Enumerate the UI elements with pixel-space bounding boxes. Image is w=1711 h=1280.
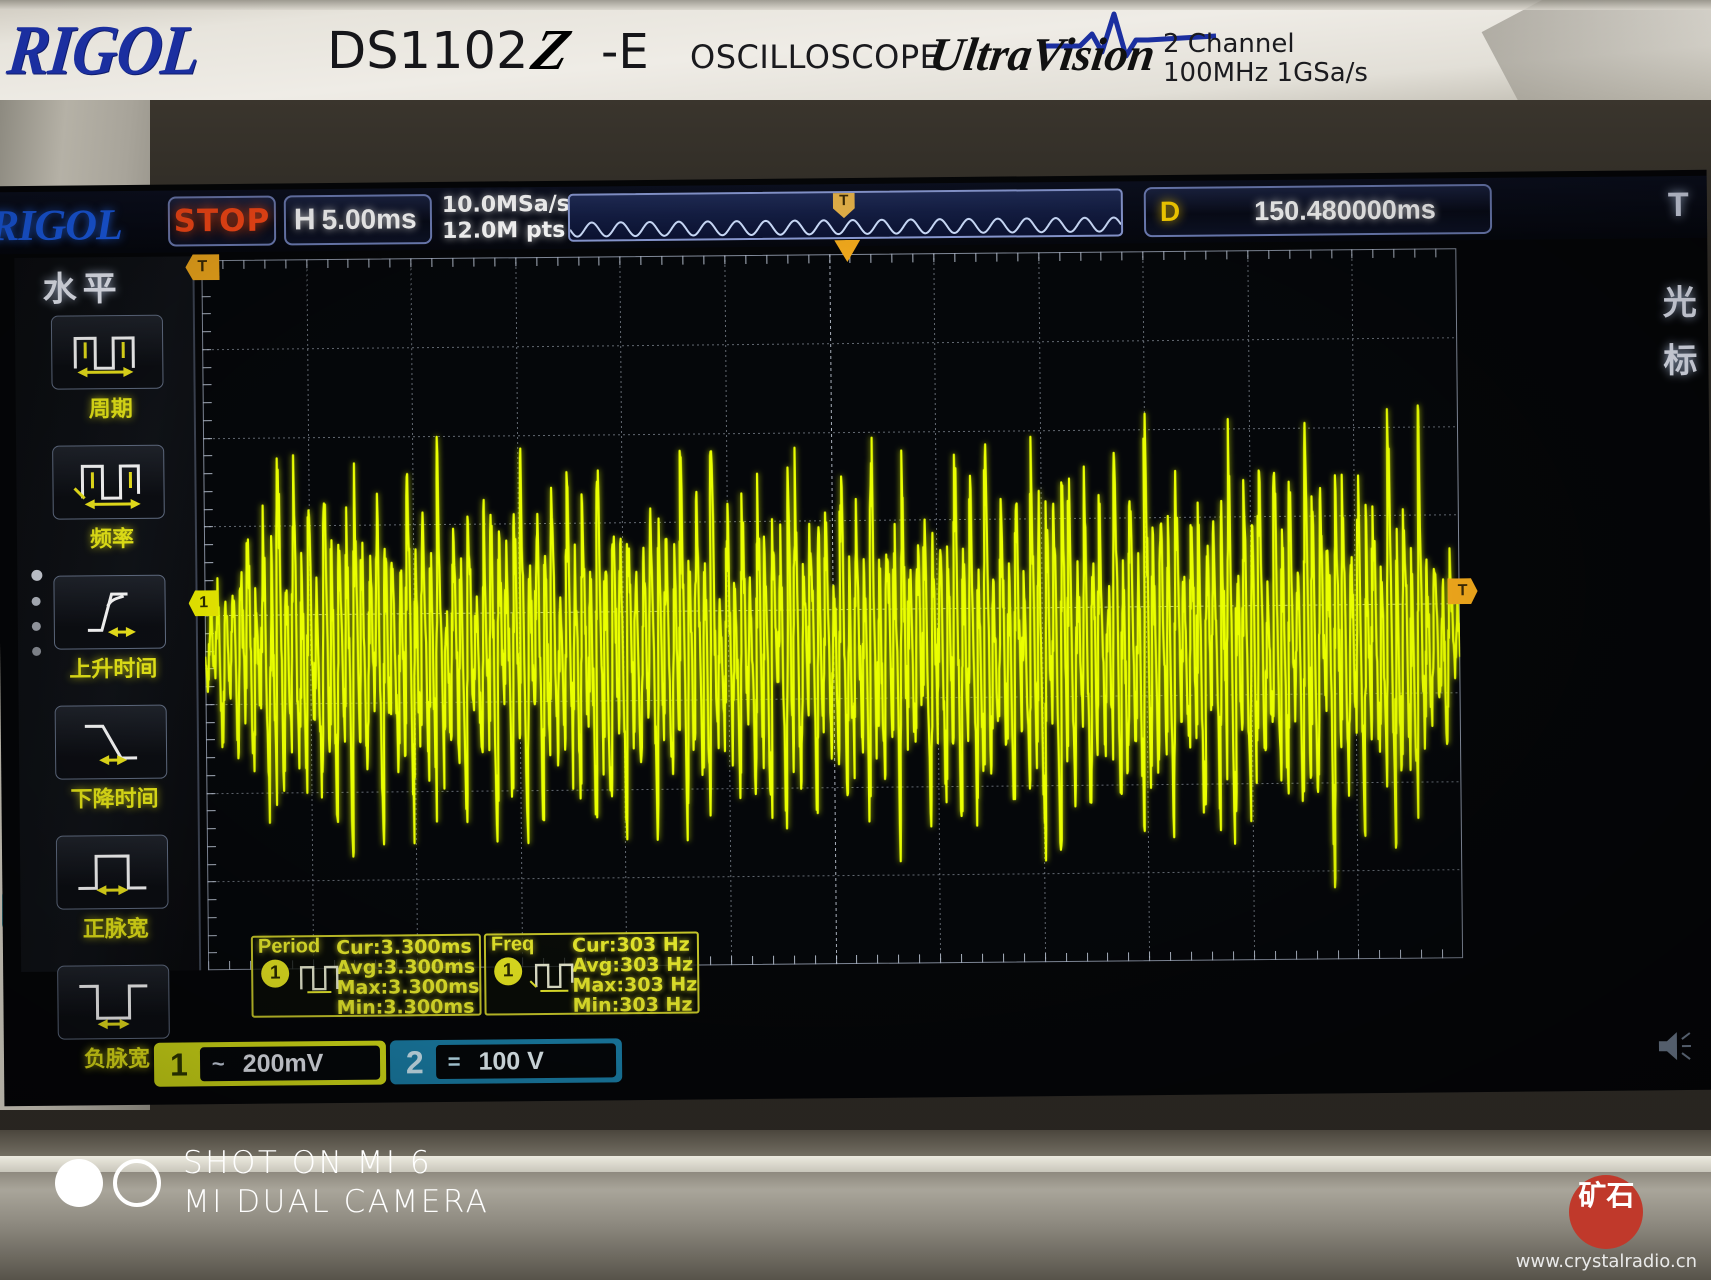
rise-time-icon [53, 574, 167, 650]
instrument-bezel: RIGOL DS1102 Z -E OSCILLOSCOPE UltraVisi… [0, 0, 1711, 103]
bezel-channel-spec: 2 Channel [1163, 29, 1295, 59]
menu-item-frequency[interactable]: 频率 [52, 444, 171, 554]
measurement-row: Avg:3.300ms [336, 955, 476, 979]
measurement-values: Cur:3.300ms Avg:3.300ms Max:3.300ms Min:… [330, 935, 480, 1019]
speaker-icon [1657, 1029, 1697, 1068]
cursor-menu-label[interactable]: 光 标 [1658, 274, 1703, 390]
horizontal-scale-value: 5.00ms [321, 203, 417, 236]
watermark-line-2: MI DUAL CAMERA [183, 1184, 490, 1220]
watermark-text: SHOT ON MI 6 MI DUAL CAMERA [183, 1144, 489, 1222]
site-logo-line1: 矿石 [1578, 1179, 1635, 1212]
waveform-preview-strip[interactable]: T [567, 188, 1124, 242]
site-watermark: 矿石 www.crystalradio.cn [1516, 1175, 1697, 1272]
trigger-level-marker-right[interactable]: T [1447, 578, 1477, 604]
horizontal-scale-box[interactable]: H 5.00ms [283, 194, 433, 246]
ultravision-wave-icon [1040, 11, 1217, 59]
period-icon [295, 959, 349, 1003]
fall-time-icon [54, 704, 168, 780]
bezel-highlight [1481, 0, 1711, 100]
measurement-header: Period 1 [253, 935, 339, 1016]
menu-item-rise-time[interactable]: 上升时间 [53, 574, 172, 684]
negative-pulse-width-icon [57, 964, 170, 1040]
bezel-bandwidth-spec: 100MHz 1GSa/s [1163, 58, 1368, 88]
cursor-label-char2: 标 [1663, 340, 1698, 382]
channel-settings-pill[interactable]: = 100 V [435, 1043, 616, 1080]
run-state-label: STOP [173, 202, 271, 240]
graticule-tick [1456, 248, 1458, 258]
measurement-values: Cur:303 Hz Avg:303 Hz Max:303 Hz Min:303… [566, 933, 698, 1017]
menu-item-label: 上升时间 [69, 656, 158, 683]
channel-scale: 200mV [242, 1048, 324, 1078]
channel-2-indicator[interactable]: 2 = 100 V [389, 1038, 622, 1085]
measurement-header: Freq 1 [486, 933, 574, 1014]
oscilloscope-screen: RIGOL STOP H 5.00ms 10.0MSa/s 12.0M pts … [0, 169, 1711, 1107]
channel-coupling: ~ [211, 1051, 225, 1077]
preview-waveform [569, 216, 1122, 238]
channel-coupling: = [447, 1048, 461, 1074]
horizontal-scale-prefix: H [293, 203, 316, 237]
measurement-row: Max:303 Hz [572, 973, 698, 997]
bezel-technology-label: UltraVision [926, 29, 1159, 81]
menu-item-fall-time[interactable]: 下降时间 [54, 704, 174, 814]
channel-number: 2 [405, 1043, 424, 1080]
channel1-waveform-trace [204, 404, 1462, 889]
bezel-model-series: Z [525, 17, 578, 82]
run-state-badge[interactable]: STOP [167, 195, 277, 247]
channel-status-bar: 1 ~ 200mV 2 = 100 V [153, 1038, 622, 1087]
channel-number: 1 [169, 1045, 189, 1083]
bezel-category-label: OSCILLOSCOPE [690, 38, 941, 76]
bezel-model-suffix: -E [601, 24, 649, 80]
measurement-channel: 1 [261, 959, 290, 988]
status-bar: RIGOL STOP H 5.00ms 10.0MSa/s 12.0M pts … [0, 175, 1708, 255]
trigger-status-indicator: T [1667, 185, 1689, 225]
channel-1-indicator[interactable]: 1 ~ 200mV [153, 1040, 387, 1087]
menu-item-positive-pulse-width[interactable]: 正脉宽 [55, 834, 175, 944]
instrument-bottom-rail [0, 1130, 1711, 1280]
screen-logo: RIGOL [0, 200, 123, 251]
menu-item-label: 频率 [89, 526, 135, 553]
measurement-row: Avg:303 Hz [572, 953, 694, 977]
frequency-icon [52, 444, 165, 520]
menu-item-label: 下降时间 [70, 786, 159, 813]
horizontal-measure-menu: 水平 周期 [14, 256, 202, 1072]
watermark-line-1: SHOT ON MI 6 [183, 1145, 433, 1181]
measurement-row: Min:303 Hz [572, 993, 693, 1017]
dual-camera-icon [55, 1159, 161, 1207]
measurement-row: Cur:303 Hz [572, 933, 690, 957]
delay-prefix: D [1159, 195, 1181, 228]
menu-scroll-dots [31, 569, 43, 672]
frequency-icon [528, 957, 582, 1001]
menu-item-label: 周期 [88, 396, 133, 423]
measurement-box-frequency[interactable]: Freq 1 Cur:303 Hz Avg:303 Hz Max:303 Hz … [483, 931, 700, 1017]
site-logo-icon: 矿石 [1569, 1175, 1644, 1249]
delay-value: 150.480000ms [1254, 193, 1436, 226]
cursor-label-char1: 光 [1662, 282, 1698, 324]
menu-item-negative-pulse-width[interactable]: 负脉宽 [57, 964, 176, 1074]
measurement-row: Max:3.300ms [336, 975, 480, 999]
site-url: www.crystalradio.cn [1515, 1251, 1697, 1272]
delay-box[interactable]: D 150.480000ms [1143, 183, 1493, 238]
menu-item-period[interactable]: 周期 [50, 314, 170, 424]
period-icon [50, 314, 164, 390]
waveform-graticule[interactable]: T 1 T [201, 248, 1463, 971]
measurement-name: Freq [490, 933, 535, 956]
memory-depth-value: 12.0M pts [441, 217, 566, 244]
channel-settings-pill[interactable]: ~ 200mV [199, 1045, 381, 1082]
measurement-box-period[interactable]: Period 1 Cur:3.300ms Avg:3.300ms Max:3.3… [250, 933, 482, 1019]
measurement-row: Cur:3.300ms [336, 935, 472, 959]
menu-title: 水平 [42, 269, 123, 310]
bezel-brand-logo: RIGOL [3, 10, 204, 90]
sample-rate-value: 10.0MSa/s [441, 191, 570, 218]
measurement-name: Period [257, 935, 321, 958]
menu-item-label: 正脉宽 [82, 916, 149, 943]
camera-watermark: SHOT ON MI 6 MI DUAL CAMERA [55, 1144, 489, 1222]
measurement-channel: 1 [494, 957, 523, 986]
bezel-model-number: DS1102 [327, 22, 529, 81]
acquisition-info: 10.0MSa/s 12.0M pts [442, 192, 572, 245]
channel-scale: 100 V [478, 1046, 544, 1076]
positive-pulse-width-icon [55, 834, 169, 910]
measurement-row: Min:3.300ms [336, 995, 475, 1019]
